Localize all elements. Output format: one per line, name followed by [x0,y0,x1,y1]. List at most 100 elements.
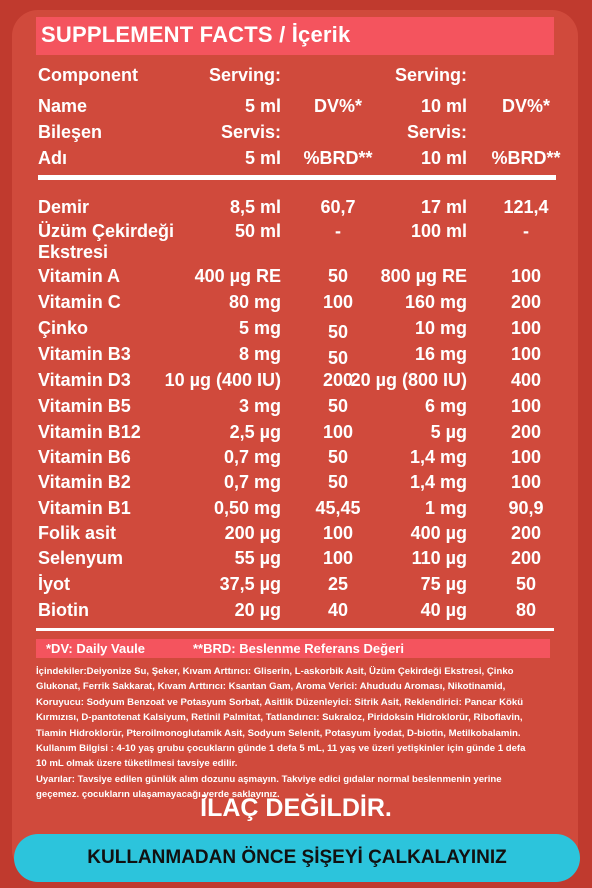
serving-1-value: 0,50 mg [213,498,281,518]
serving-2-value: 100 ml [410,221,467,241]
thick-divider [38,175,556,180]
dv-2-value: 50 [515,574,537,594]
dv-1-value: 40 [327,600,349,620]
dv-2-header: DV%* [501,96,550,116]
serving-2-value: 800 µg RE [380,266,467,286]
header-label: Component [38,65,138,85]
serving-1-value: 400 µg RE [194,266,281,286]
serving-1-value: 80 mg [228,292,281,312]
serving-2-value: 20 µg (800 IU) [350,370,467,390]
dv-1-value: 200 [322,370,354,390]
nutrient-name: Vitamin A [38,266,121,286]
nutrient-name: Vitamin B12 [38,422,141,442]
dv-1-value: 50 [327,322,349,342]
nutrient-name: Folik asit [38,523,117,543]
serving-1-value: 8,5 ml [229,197,281,217]
dv-2-value: 100 [510,318,542,338]
dv-legend: *DV: Daily Vaule [46,641,145,656]
serving-1-value: 200 µg [224,523,281,543]
serving-1-value: 0,7 mg [223,472,281,492]
dv-1-value: 50 [327,396,349,416]
header-label: Name [38,96,88,116]
table-bottom-divider [36,628,554,631]
nutrient-name: Vitamin B2 [38,472,131,492]
serving-2-value: 1 mg [424,498,467,518]
header-label: Bileşen [38,122,103,142]
serving-2-value: 16 mg [414,344,467,364]
warning-line: Uyarılar: Tavsiye edilen günlük alım doz… [36,773,502,785]
dv-2-value: 100 [510,266,542,286]
ingredients-text: İçindekiler:Deiyonize Su, Şeker, Kıvam A… [36,664,558,803]
serving-2-value: 1,4 mg [409,472,467,492]
serving-1-value: 37,5 µg [219,574,281,594]
dv-1-value: 100 [322,523,354,543]
nutrient-name: Vitamin B3 [38,344,131,364]
serving-1-amount: 5 ml [244,148,281,168]
dv-2-value: 100 [510,396,542,416]
dv-2-value: - [523,221,529,241]
not-drug-notice: İLAÇ DEĞİLDİR. [200,794,392,822]
nutrient-name: Demir [38,197,90,217]
serving-1-value: 8 mg [238,344,281,364]
serving-2-value: 110 µg [411,548,467,568]
dv-2-value: 200 [510,292,542,312]
nutrient-name: İyot [38,574,71,594]
ingredients-line: Tiamin Hidroklorür, Pteroilmonoglutamik … [36,727,521,739]
nutrient-name: Biotin [38,600,89,620]
dv-1-value: 60,7 [320,197,356,217]
serving-1-value: 5 mg [238,318,281,338]
dv-1-value: 50 [327,266,349,286]
usage-line: 10 mL olmak üzere tüketilmesi tavsiye ed… [36,758,238,770]
serving-1-value: 2,5 µg [229,422,281,442]
serving-1-header: Servis: [220,122,281,142]
dv-1-value: 50 [327,447,349,467]
serving-2-value: 10 mg [414,318,467,338]
dv-2-value: 100 [510,344,542,364]
serving-2-value: 40 µg [420,600,467,620]
label-panel [12,10,578,876]
serving-1-value: 10 µg (400 IU) [164,370,281,390]
serving-2-header: Serving: [394,65,467,85]
dv-1-value: 25 [327,574,349,594]
dv-2-value: 90,9 [508,498,544,518]
page-title: SUPPLEMENT FACTS / İçerik [41,22,351,47]
dv-1-header: DV%* [313,96,362,116]
ingredients-line: Glukonat, Ferrik Sakkarat, Kıvam Arttırı… [36,681,506,693]
serving-2-header: Servis: [406,122,467,142]
header-label: Adı [38,148,67,168]
legend-bar: *DV: Daily Vaule **BRD: Beslenme Referan… [36,639,550,658]
dv-1-value: 100 [322,422,354,442]
serving-1-value: 50 ml [234,221,281,241]
dv-2-value: 400 [510,370,542,390]
nutrient-name: Çinko [38,318,89,338]
ingredients-line: Koruyucu: Sodyum Benzoat ve Potasyum Sor… [36,696,524,708]
brd-2-header: %BRD** [491,148,561,168]
nutrient-name: Vitamin B5 [38,396,131,416]
dv-1-value: 50 [327,472,349,492]
serving-2-value: 1,4 mg [409,447,467,467]
nutrient-name: Selenyum [38,548,124,568]
dv-1-value: 100 [322,292,354,312]
serving-2-value: 160 mg [404,292,467,312]
nutrient-name: Vitamin C [38,292,121,312]
dv-1-value: 50 [327,348,349,368]
ingredients-line: İçindekiler:Deiyonize Su, Şeker, Kıvam A… [36,666,514,677]
serving-1-value: 20 µg [234,600,281,620]
serving-2-value: 17 ml [420,197,467,217]
usage-line: Kullanım Bilgisi : 4-10 yaş grubu çocukl… [36,742,526,754]
warning-line: geçemez. çocukların ulaşamayacağı yerde … [36,789,280,801]
serving-2-value: 5 µg [430,422,467,442]
dv-2-value: 121,4 [503,197,549,217]
serving-2-amount: 10 ml [420,96,467,116]
nutrient-name: Vitamin B6 [38,447,131,467]
serving-1-value: 55 µg [234,548,281,568]
nutrient-name-line2: Ekstresi [38,242,109,262]
nutrient-name: Vitamin D3 [38,370,131,390]
dv-2-value: 80 [515,600,537,620]
dv-1-value: - [335,221,341,241]
dv-1-value: 100 [322,548,354,568]
brd-1-header: %BRD** [303,148,373,168]
dv-1-value: 45,45 [315,498,361,518]
serving-2-value: 6 mg [424,396,467,416]
serving-2-value: 75 µg [420,574,467,594]
